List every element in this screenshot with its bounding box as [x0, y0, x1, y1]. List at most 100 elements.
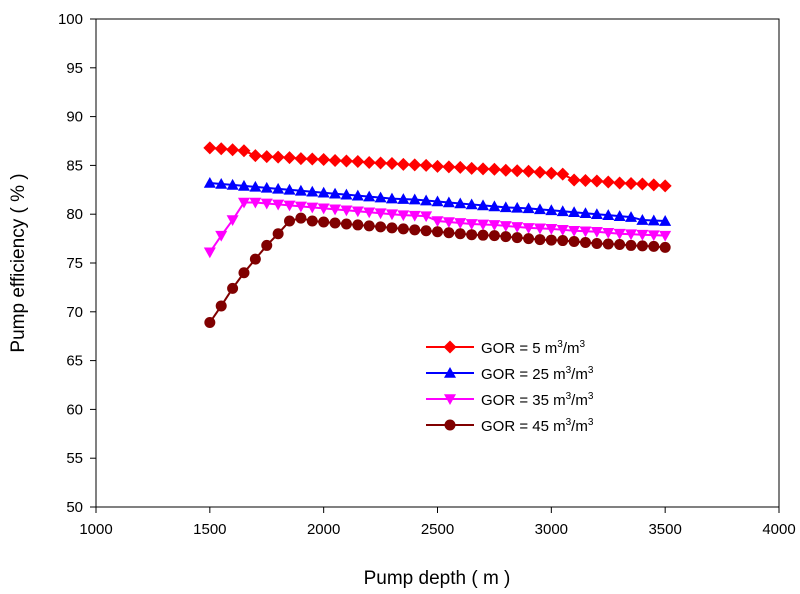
data-point	[465, 161, 479, 175]
data-point	[658, 179, 672, 193]
data-point	[533, 203, 546, 215]
x-tick-label: 1000	[79, 521, 112, 538]
data-point	[226, 215, 239, 227]
data-point	[625, 211, 638, 222]
data-point	[614, 238, 626, 250]
data-point	[409, 224, 421, 236]
data-point	[249, 197, 262, 209]
data-point	[215, 230, 228, 242]
data-point	[374, 191, 387, 203]
data-point	[557, 235, 569, 247]
y-tick-label: 90	[66, 109, 83, 126]
data-point	[545, 224, 558, 235]
data-point	[238, 267, 250, 279]
x-tick-label: 3500	[648, 521, 681, 538]
data-point	[260, 181, 273, 193]
data-point	[260, 198, 273, 210]
data-point	[648, 240, 660, 252]
data-point	[568, 236, 580, 248]
x-tick-label: 3000	[535, 521, 568, 538]
data-point	[204, 317, 216, 329]
y-axis-title: Pump efficiency ( % )	[8, 173, 29, 352]
data-point	[203, 141, 217, 155]
data-point	[237, 144, 251, 158]
data-point	[636, 229, 649, 241]
data-point	[237, 179, 250, 191]
data-point	[249, 253, 261, 265]
data-point	[227, 282, 239, 294]
data-point	[340, 205, 353, 217]
data-point	[523, 233, 535, 245]
data-point	[659, 230, 672, 242]
data-point	[636, 214, 649, 225]
data-point	[488, 230, 500, 242]
data-point	[476, 162, 490, 176]
data-point	[386, 222, 398, 234]
data-point	[579, 237, 591, 249]
data-point	[420, 211, 433, 223]
data-point	[477, 229, 489, 241]
data-point	[248, 149, 262, 163]
data-point	[443, 227, 455, 239]
data-point	[499, 221, 512, 232]
data-point	[499, 163, 513, 177]
data-point	[352, 219, 364, 231]
data-point	[533, 165, 547, 179]
data-point	[363, 190, 376, 202]
data-point	[362, 155, 376, 169]
data-point	[465, 198, 478, 210]
y-tick-label: 50	[66, 499, 83, 516]
data-point	[431, 195, 444, 207]
data-point	[613, 210, 626, 221]
data-point	[647, 214, 660, 226]
data-point	[397, 223, 409, 235]
data-point	[488, 220, 501, 231]
data-point	[567, 173, 581, 187]
data-point	[272, 199, 285, 211]
data-point	[408, 193, 421, 205]
data-point	[329, 204, 342, 216]
data-point	[568, 225, 581, 237]
data-point	[602, 238, 614, 250]
data-point	[317, 203, 330, 215]
legend-label: GOR = 45 m3/m3	[481, 417, 594, 435]
data-point	[271, 150, 285, 164]
data-point	[487, 162, 501, 176]
data-point	[363, 220, 375, 232]
data-point	[579, 207, 592, 219]
data-point	[397, 193, 410, 204]
data-point	[602, 227, 615, 239]
data-point	[339, 154, 353, 168]
plot-frame	[95, 18, 780, 508]
data-point	[226, 143, 240, 157]
data-point	[522, 164, 536, 178]
series-4	[204, 212, 671, 329]
data-point	[442, 217, 455, 229]
legend-label: GOR = 35 m3/m3	[481, 391, 594, 409]
data-point	[283, 151, 297, 165]
data-point	[556, 205, 569, 217]
data-point	[317, 186, 330, 198]
data-point	[329, 217, 341, 229]
data-point	[306, 185, 319, 197]
data-point	[432, 226, 443, 238]
data-point	[511, 222, 524, 233]
data-point	[659, 215, 672, 226]
data-point	[511, 232, 523, 244]
data-point	[590, 226, 603, 238]
legend-label: GOR = 25 m3/m3	[481, 365, 594, 383]
y-tick-label: 85	[66, 157, 83, 174]
legend-marker	[444, 367, 456, 378]
data-point	[465, 219, 478, 230]
data-point	[396, 157, 410, 171]
legend-item-2: GOR = 25 m3/m3	[426, 365, 594, 383]
data-point	[442, 196, 455, 208]
data-point	[305, 152, 319, 166]
data-point	[556, 225, 569, 236]
data-point	[647, 178, 661, 192]
data-point	[579, 226, 592, 238]
data-point	[477, 219, 490, 231]
legend-marker	[444, 394, 456, 405]
data-point	[261, 239, 273, 251]
